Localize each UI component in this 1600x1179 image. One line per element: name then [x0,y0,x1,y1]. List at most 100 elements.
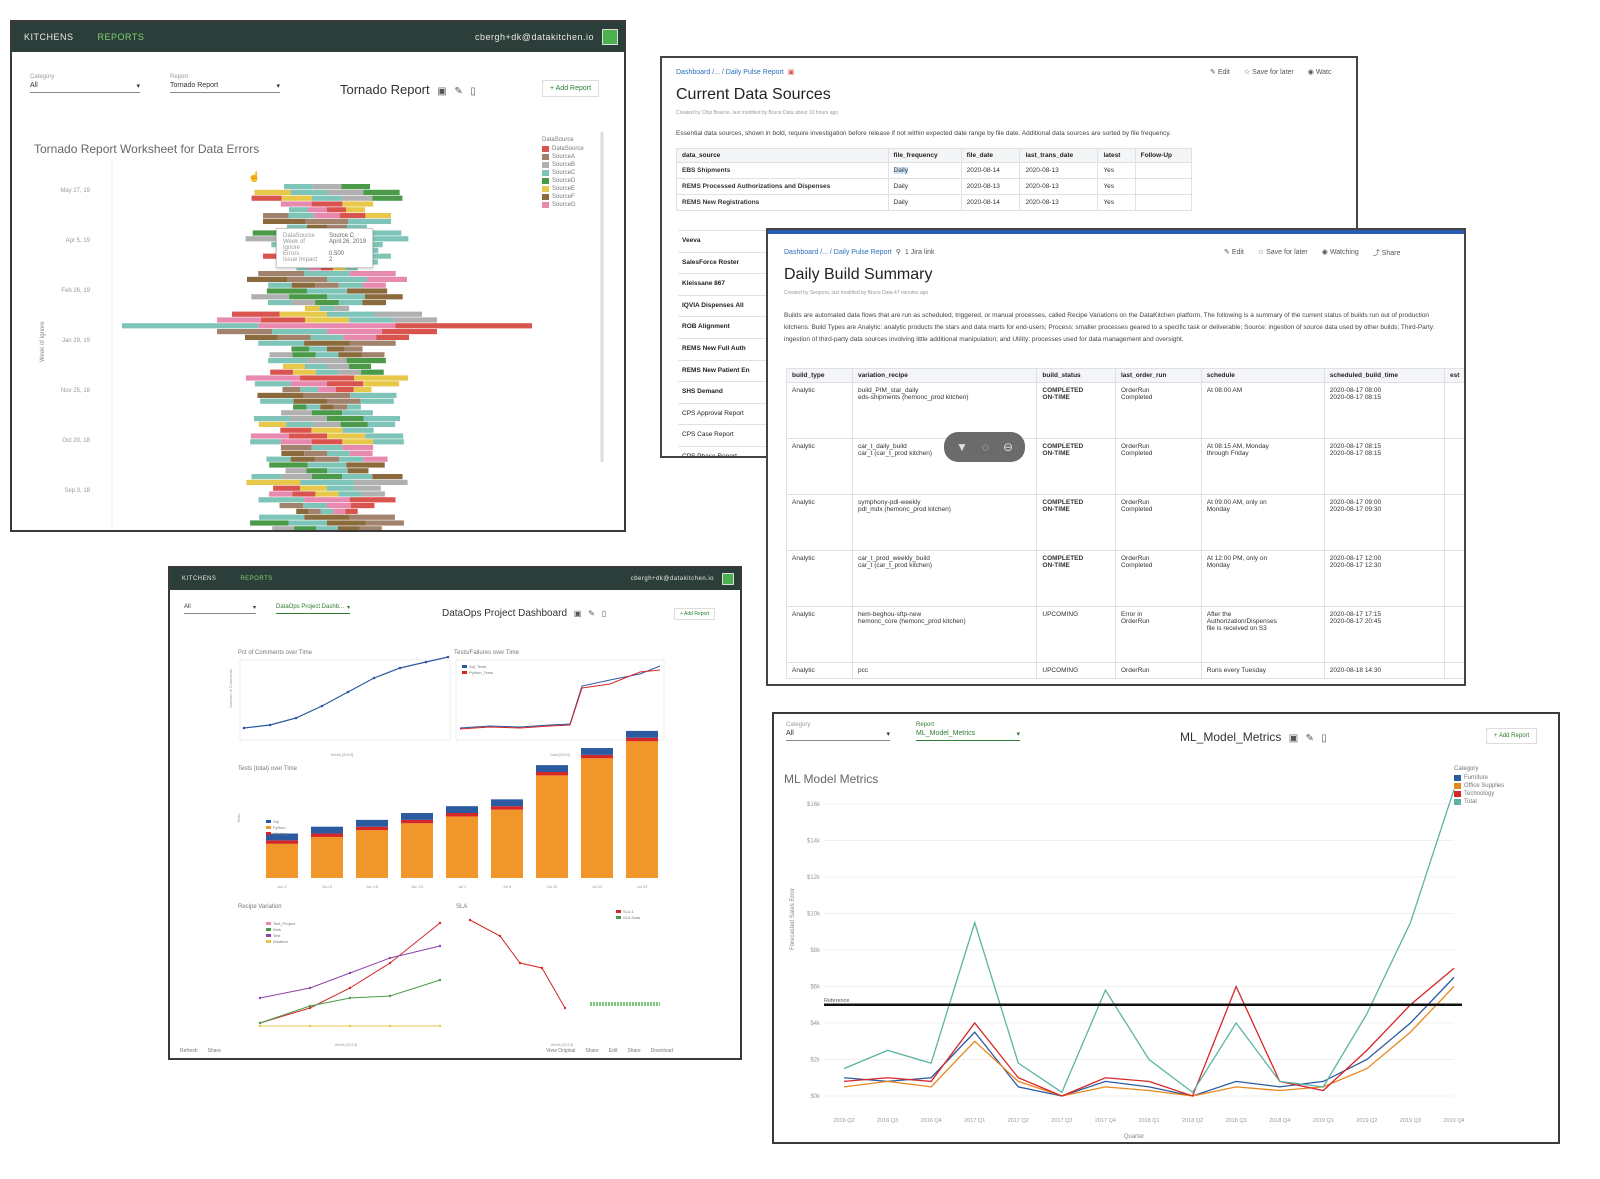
stacked-bar-segment [356,830,388,878]
add-report-button[interactable]: + Add Report [542,80,600,97]
save-icon[interactable]: ▣ [1288,733,1299,744]
view-original-button[interactable]: View Original [546,1048,576,1054]
user-email[interactable]: cbergh+dk@datakitchen.io [475,32,594,42]
recipe-point [348,996,352,1000]
table-cell[interactable]: OrderRun [1114,662,1202,679]
legend-item[interactable]: SourceB [542,162,584,168]
share-button[interactable]: Share [585,1048,599,1054]
tornado-bar [272,329,327,335]
legend-item[interactable]: Furniture [1454,775,1504,781]
save-icon[interactable]: ▣ [573,609,582,618]
legend-item[interactable]: SourceE [542,186,584,192]
mute-icon[interactable]: ◌ [981,440,990,454]
add-report-button[interactable]: + Add Report [1486,728,1538,744]
table-cell: COMPLETED ON-TIME [1036,494,1116,551]
tab-reports[interactable]: REPORTS [240,576,273,582]
tornado-chart: Week of Ignore May 27, 19 Apr 5, 19 Feb 26,… [40,132,604,530]
tornado-bar [315,369,339,375]
refresh-button[interactable]: Refresh [180,1048,198,1054]
share-button[interactable]: Share [207,1048,221,1054]
watching-button[interactable]: ◉ Watching [1321,249,1359,256]
column-header[interactable]: data_source [676,148,889,163]
x-tick-label: Jul 22 [592,884,603,889]
legend-item[interactable]: DataSource [542,146,584,152]
tornado-bar [320,404,334,410]
comments-series-line [243,656,449,729]
add-report-button[interactable]: + Add Report [674,608,716,620]
column-header[interactable]: file_frequency [887,148,962,163]
legend-item[interactable]: SourceG [542,202,584,208]
tab-kitchens[interactable]: KITCHENS [24,32,74,42]
table-cell: REMS New Registrations [676,194,889,211]
legend-item[interactable]: SourceD [542,178,584,184]
save-icon[interactable]: ▣ [437,86,447,97]
column-header[interactable]: schedule [1200,368,1325,383]
category-select[interactable]: Category All ▾ [786,722,890,741]
legend-item[interactable]: SourceC [542,170,584,176]
table-cell[interactable]: OrderRun Completed [1114,382,1202,439]
report-select[interactable]: DataOps Project Dashb... ▾ [276,604,350,614]
y-tick-label: $8k [810,948,821,954]
tab-kitchens[interactable]: KITCHENS [182,576,217,582]
save-for-later-button[interactable]: ☆ Save for later [1257,249,1308,256]
legend-item[interactable]: Technology [1454,791,1504,797]
report-filters: Category All ▾ Report ML_Model_Metrics ▾ [786,722,1020,741]
share-button[interactable]: ⤴ Share [1372,250,1401,257]
column-header[interactable]: latest [1097,148,1136,163]
wrench-icon[interactable]: ✎ [454,86,463,97]
legend-item[interactable]: SourceA [542,154,584,160]
tab-reports[interactable]: REPORTS [97,32,145,42]
column-header[interactable]: file_date [960,148,1021,163]
column-header[interactable]: last_order_run [1114,368,1202,383]
column-header[interactable]: Follow-Up [1134,148,1193,163]
breadcrumb[interactable]: Dashboard /... / Daily Pulse Report ⚲ 1 … [784,248,935,257]
table-cell[interactable]: OrderRun Completed [1114,550,1202,607]
user-email[interactable]: cbergh+dk@datakitchen.io [630,576,714,582]
recipe-point [258,996,262,1000]
column-header[interactable]: build_type [786,368,853,383]
download-button[interactable]: Download [650,1048,673,1054]
trash-icon[interactable]: ▯ [1321,733,1327,744]
table-cell: 2020-08-13 [960,178,1021,195]
table-cell: car_t_prod_weekly_build car_t (car_t_pro… [851,550,1038,607]
table-cell: symphony-pdl-weekly pdl_mdx (hemonc_prod… [851,494,1038,551]
edit-button[interactable]: Edit [608,1048,618,1054]
minus-circle-icon[interactable]: ⊖ [1003,440,1014,454]
tornado-bar [281,410,312,416]
legend-label: SLA Data [623,915,641,920]
y-tick-label: $6k [810,985,821,991]
wrench-icon[interactable]: ✎ [588,609,595,618]
save-for-later-button[interactable]: ☆ Save for later [1243,69,1294,76]
table-cell: 2020-08-13 [1019,194,1099,211]
trash-icon[interactable]: ▯ [601,609,607,618]
column-header[interactable]: last_trans_date [1019,148,1099,163]
tornado-bar [252,230,283,236]
table-cell[interactable]: Error in OrderRun [1114,606,1202,663]
column-header[interactable]: est [1444,368,1464,383]
edit-button[interactable]: ✎ Edit [1224,249,1244,256]
legend-label: SourceB [552,162,576,168]
category-select[interactable]: Category All ▾ [30,74,140,93]
legend-label: SLA 1 [623,909,634,914]
legend-item[interactable]: Office Supplies [1454,783,1504,789]
report-select[interactable]: Report Tornado Report ▾ [170,74,280,93]
legend-item[interactable]: SourceF [542,194,584,200]
wrench-icon[interactable]: ✎ [1305,733,1314,744]
column-header[interactable]: build_status [1036,368,1116,383]
legend-swatch [1454,783,1461,789]
table-cell[interactable]: OrderRun Completed [1114,438,1202,495]
tooltip-row: Errors 0.500 [283,251,366,257]
trash-icon[interactable]: ▯ [470,86,476,97]
column-header[interactable]: scheduled_build_time [1323,368,1446,383]
breadcrumb[interactable]: Dashboard /... / Daily Pulse Report ▣ [676,68,795,77]
watch-button[interactable]: ◉ Watc [1307,69,1332,76]
floating-toolbar: ▼ ◌ ⊖ [944,432,1026,462]
column-header[interactable]: variation_recipe [851,368,1038,383]
report-select[interactable]: Report ML_Model_Metrics ▾ [916,722,1020,741]
legend-item[interactable]: Total [1454,799,1504,805]
table-cell[interactable]: OrderRun Completed [1114,494,1202,551]
edit-button[interactable]: ✎ Edit [1210,69,1230,76]
share-button[interactable]: Share [627,1048,641,1054]
category-select[interactable]: All ▾ [184,604,256,614]
pin-icon[interactable]: ▼ [956,440,968,454]
